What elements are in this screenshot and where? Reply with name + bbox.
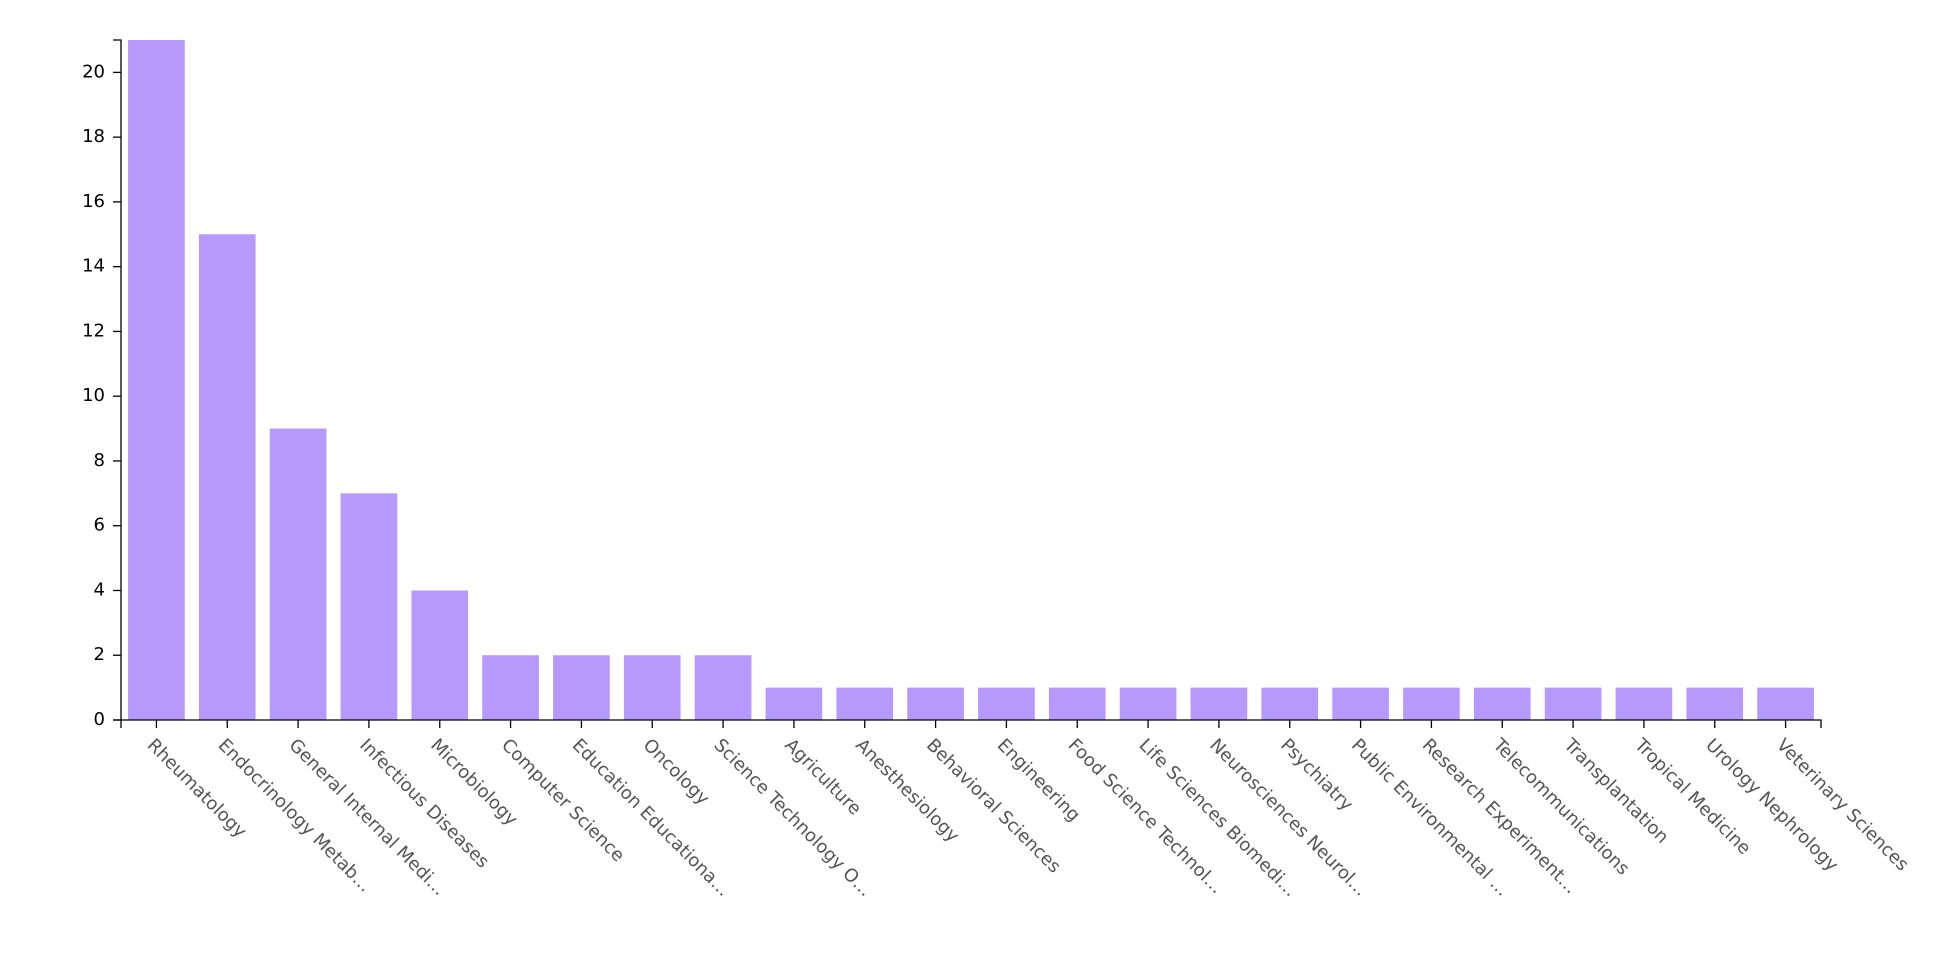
x-tick-label: Veterinary Sciences [1772, 735, 1913, 876]
bar [1686, 687, 1744, 720]
y-axis-line [113, 39, 122, 721]
y-tick-label: 2 [94, 644, 105, 665]
bar [1332, 687, 1389, 720]
y-axis: 0 2 4 6 8 10 12 14 16 18 20 [82, 39, 122, 730]
bar [1190, 687, 1248, 720]
bar [340, 493, 398, 720]
bar [1615, 687, 1673, 720]
bar [411, 590, 469, 720]
bar [269, 428, 327, 720]
bar [1473, 687, 1531, 720]
y-tick-label: 0 [94, 709, 105, 730]
x-tick-label: Telecommunications [1488, 734, 1633, 879]
x-axis-line [120, 719, 1822, 728]
y-tick-label: 8 [94, 450, 105, 471]
bar [765, 687, 823, 720]
y-tick-label: 16 [82, 191, 105, 212]
x-tick-label: Infectious Diseases [355, 735, 493, 873]
bar [128, 40, 185, 720]
bar [1544, 687, 1602, 720]
bar [1048, 687, 1106, 720]
bar [836, 687, 894, 720]
bar [978, 687, 1035, 720]
x-tick-label: Tropical Medicine [1630, 734, 1755, 859]
bar [1757, 687, 1814, 720]
bar [482, 655, 539, 720]
x-tick-label: Oncology [639, 735, 714, 810]
y-tick-label: 10 [82, 385, 105, 406]
y-tick-label: 20 [82, 61, 105, 82]
y-tick-label: 12 [82, 320, 105, 341]
x-tick-label: Urology Nephrology [1701, 735, 1842, 876]
bar [1403, 687, 1460, 720]
bar [694, 655, 752, 720]
bar [907, 687, 964, 720]
y-tick-label: 14 [82, 256, 105, 277]
bar [198, 234, 256, 721]
y-tick-label: 6 [94, 515, 105, 536]
y-tick-label: 18 [82, 126, 105, 147]
bar [553, 655, 610, 720]
y-tick-label: 4 [94, 579, 105, 600]
x-tick-label: Computer Science [497, 735, 629, 867]
x-tick-label: Behavioral Sciences [922, 735, 1065, 878]
bar [1261, 687, 1319, 720]
bar [623, 655, 681, 720]
bars-group [128, 40, 1814, 721]
bar [1119, 687, 1177, 720]
